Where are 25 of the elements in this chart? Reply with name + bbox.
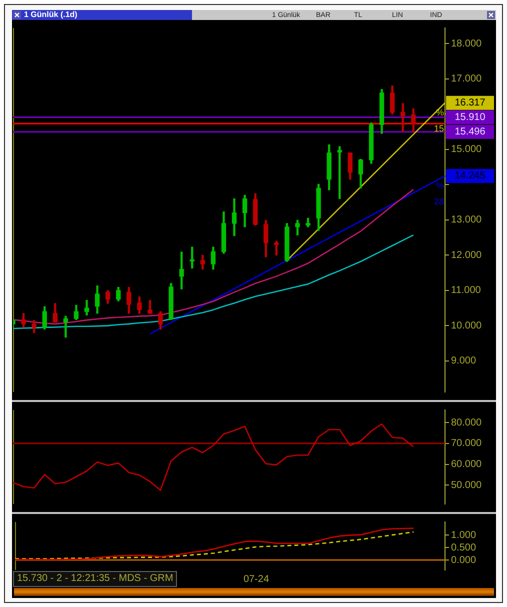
chart-title: 1 Günlük (.1d) (24, 10, 78, 19)
y-tick-label: 10.000 (451, 320, 482, 332)
ref-line-label: 15.910 (454, 112, 486, 123)
annotation: 28 (434, 196, 444, 206)
y-tick-label: 0.000 (451, 554, 476, 566)
y-tick-label: 0.500 (451, 542, 476, 554)
text: 15.730 - 2 - 12:21:35 - MDS - GRM (13, 571, 178, 587)
y-tick-label: 70.000 (451, 438, 482, 450)
y-tick-label: 11.000 (451, 285, 482, 296)
data-label: 14.245 (454, 170, 486, 182)
x-tick-label: 07-24 (243, 574, 270, 585)
y-tick-label: 60.000 (451, 459, 482, 470)
annotation: 15 (434, 123, 444, 134)
y-tick-label: 18.000 (451, 38, 482, 50)
y-tick-label: 1.000 (451, 530, 476, 541)
y-tick-label: 17.000 (451, 74, 482, 85)
y-tick-label: 12.000 (451, 250, 482, 261)
annotation: % (436, 180, 444, 190)
y-tick-label: 15.000 (451, 144, 482, 156)
data-label: 16.317 (454, 98, 486, 109)
y-tick-label: 13.000 (451, 214, 482, 226)
y-tick-label: 80.000 (451, 417, 482, 428)
y-tick-label: 9.000 (451, 356, 476, 367)
ref-line-label: 15.496 (454, 126, 486, 138)
y-tick-label: 50.000 (451, 480, 482, 491)
